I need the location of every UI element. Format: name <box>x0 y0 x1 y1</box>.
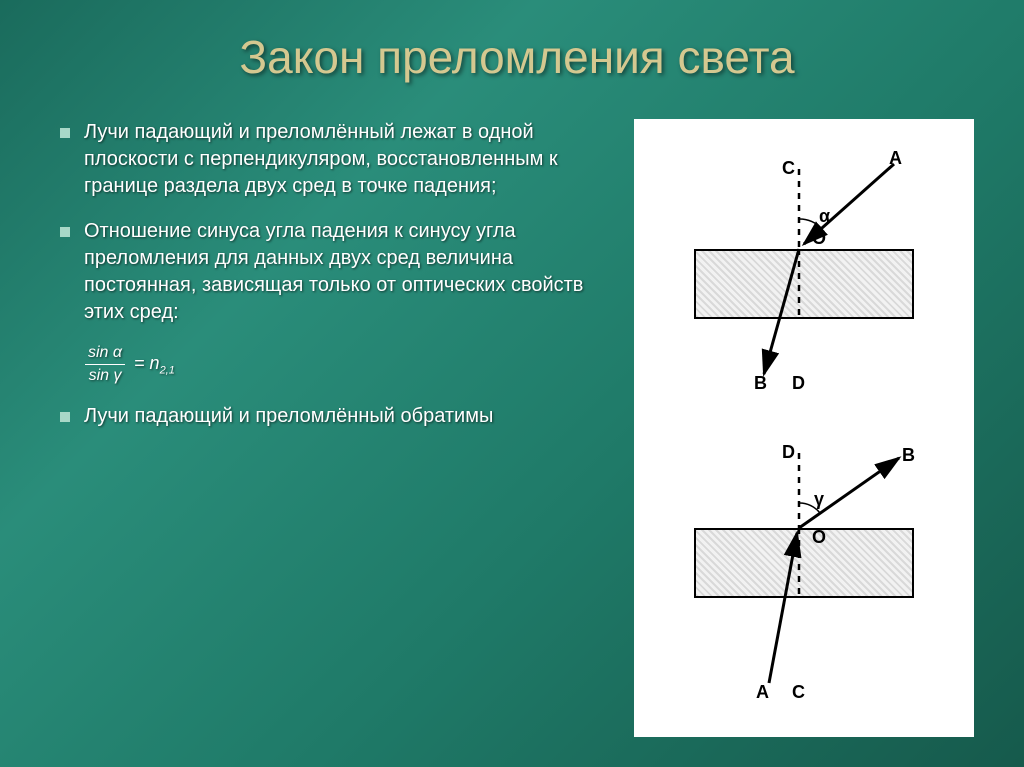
bullet-3-text: Лучи падающий и преломлённый обратимы <box>84 403 493 430</box>
formula-equals: = n <box>134 353 160 373</box>
label-O: O <box>812 228 826 248</box>
label-gamma: γ <box>814 489 824 509</box>
bullet-2: Отношение синуса угла падения к синусу у… <box>60 218 594 326</box>
bullet-3: Лучи падающий и преломлённый обратимы <box>60 403 594 430</box>
bullet-marker-icon <box>60 227 70 237</box>
label-B: B <box>754 373 767 393</box>
formula-subscript: 2,1 <box>160 364 175 376</box>
diagram-panel: A C O α B D <box>634 119 974 737</box>
label-C: C <box>782 158 795 178</box>
slide-title: Закон преломления света <box>60 30 974 84</box>
diagram-1: A C O α B D <box>664 144 944 424</box>
content-row: Лучи падающий и преломлённый лежат в одн… <box>60 119 974 737</box>
bullet-1: Лучи падающий и преломлённый лежат в одн… <box>60 119 594 200</box>
bullet-2-text: Отношение синуса угла падения к синусу у… <box>84 218 594 326</box>
diagram-2: D B O γ A C <box>664 433 944 713</box>
label-O: O <box>812 527 826 547</box>
label-D: D <box>782 442 795 462</box>
formula: sin α sin γ = n2,1 <box>84 344 594 385</box>
label-C: C <box>792 682 805 702</box>
diagram-1-svg: A C O α B D <box>664 144 944 424</box>
label-D: D <box>792 373 805 393</box>
text-column: Лучи падающий и преломлённый лежат в одн… <box>60 119 604 737</box>
bullet-marker-icon <box>60 128 70 138</box>
label-A: A <box>889 148 902 168</box>
label-A: A <box>756 682 769 702</box>
formula-numerator: sin α <box>84 344 126 364</box>
formula-denominator: sin γ <box>85 364 126 385</box>
diagram-2-svg: D B O γ A C <box>664 433 944 713</box>
label-alpha: α <box>819 206 830 226</box>
label-B: B <box>902 445 915 465</box>
bullet-marker-icon <box>60 412 70 422</box>
bullet-1-text: Лучи падающий и преломлённый лежат в одн… <box>84 119 594 200</box>
